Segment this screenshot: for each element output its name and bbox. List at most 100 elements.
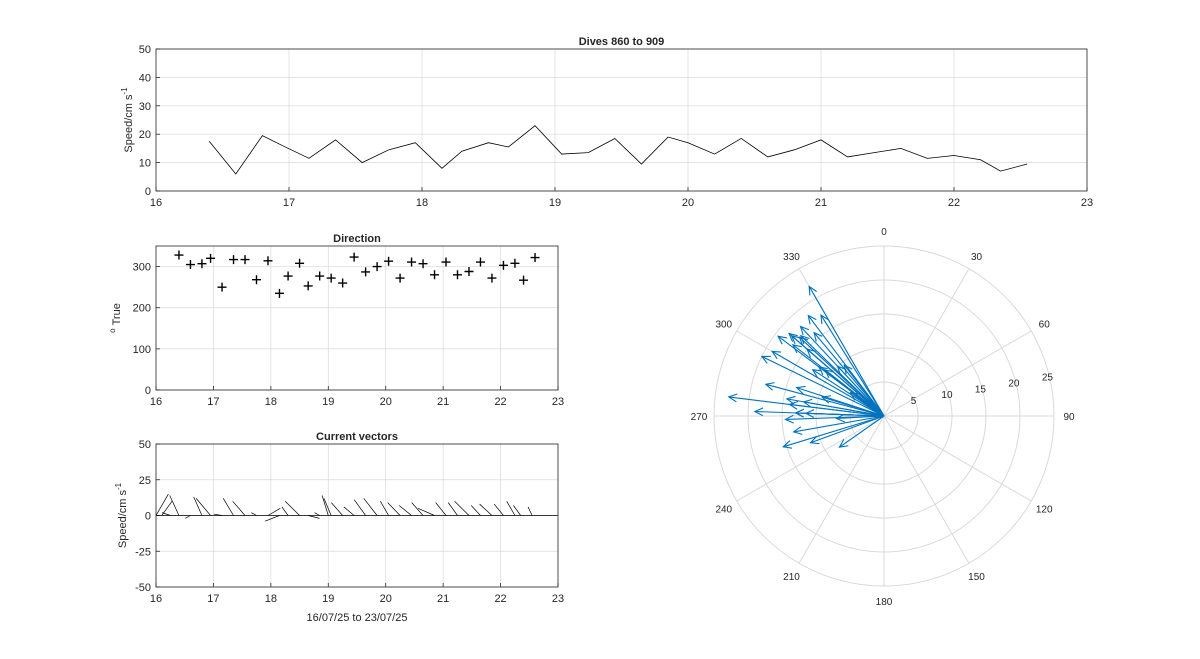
y-tick-label: 50	[139, 439, 151, 451]
polar-spoke	[883, 415, 1032, 502]
vectors-x-axis-label: 16/07/25 to 23/07/25	[307, 612, 408, 624]
polar-tick-labels: 0 30 60 90 120 150 180 210 240 270 300 330 5 10 15 20 25	[691, 227, 1075, 608]
x-tick-label: 17	[207, 593, 219, 605]
y-tick-label: 0	[145, 385, 151, 397]
current-vectors-panel: 16 17 18 19 20 21 22 23 -50 -25 0 25 50 Current vect…	[114, 431, 564, 624]
x-tick-label: 22	[494, 396, 506, 408]
polar-spoke	[736, 415, 885, 502]
vector-stick	[213, 513, 223, 516]
polar-angle-label: 330	[783, 252, 800, 263]
polar-grid	[713, 245, 1055, 587]
polar-angle-label: 30	[971, 252, 983, 263]
direction-markers	[174, 250, 540, 298]
vector-stick	[308, 515, 320, 519]
vector-stick	[447, 502, 458, 516]
y-tick-label: 0	[145, 511, 151, 523]
direction-marker	[361, 267, 371, 277]
direction-marker	[498, 260, 508, 270]
polar-arrow-head	[843, 364, 853, 375]
polar-arrow-head	[753, 407, 764, 417]
speed-axes-frame	[155, 48, 1088, 192]
vector-stick	[264, 515, 280, 522]
x-tick-label: 16	[150, 396, 162, 408]
polar-arrow-shaft	[813, 332, 885, 417]
polar-arrow-shaft	[837, 365, 885, 417]
direction-marker	[453, 270, 462, 280]
polar-angle-label: 0	[881, 227, 887, 238]
vector-stick	[354, 499, 366, 516]
vector-stick	[506, 501, 516, 516]
polar-arrow-head	[799, 325, 810, 336]
speed-series-line	[208, 125, 1028, 175]
polar-arrow-shaft	[754, 410, 885, 417]
polar-arrow-head	[807, 314, 817, 325]
x-tick-label: 20	[682, 197, 694, 209]
vector-stick	[398, 505, 412, 516]
direction-marker	[349, 252, 359, 262]
polar-arrow-shaft	[806, 348, 885, 417]
y-tick-label: 200	[133, 303, 151, 315]
direction-marker	[174, 250, 184, 260]
polar-arrow-shaft	[820, 314, 885, 417]
vector-stick	[331, 502, 343, 516]
polar-angle-label: 210	[783, 572, 800, 583]
x-tick-label: 17	[283, 197, 295, 209]
y-tick-label: 25	[139, 475, 151, 487]
direction-marker	[407, 257, 417, 267]
polar-arrow-head	[820, 314, 829, 325]
polar-angle-label: 180	[876, 597, 893, 608]
polar-arrow-shaft	[765, 383, 885, 417]
vector-stick	[284, 500, 300, 516]
direction-marker	[441, 257, 451, 267]
polar-arrow-head	[798, 336, 809, 346]
direction-axes-frame	[155, 245, 559, 391]
vector-stick	[195, 498, 211, 516]
polar-arrow-head	[792, 426, 803, 435]
vector-stick	[321, 495, 329, 516]
direction-marker	[274, 288, 284, 298]
direction-marker	[384, 256, 394, 266]
direction-grid	[155, 246, 559, 391]
polar-arrow-shaft	[824, 369, 885, 417]
polar-arrow-head	[790, 334, 801, 345]
vector-stick	[185, 515, 191, 519]
polar-spoke	[883, 415, 970, 564]
polar-arrow-head	[817, 366, 828, 376]
vector-stick	[162, 512, 171, 516]
polar-arrow-shaft	[761, 355, 885, 417]
x-tick-label: 18	[416, 197, 428, 209]
direction-y-axis-label-text: True	[111, 303, 123, 325]
polar-arrow-head	[777, 335, 788, 345]
speed-line-marks	[208, 125, 1028, 175]
y-tick-label: 50	[139, 44, 151, 56]
speed-panel-title: Dives 860 to 909	[579, 36, 665, 48]
vector-stick	[343, 506, 355, 516]
x-tick-label: 20	[380, 593, 392, 605]
polar-arrow-head	[806, 348, 816, 358]
polar-angle-label: 270	[691, 412, 708, 423]
polar-arrow-head	[836, 365, 847, 376]
polar-compass-panel: 0 30 60 90 120 150 180 210 240 270 300 330 5 10 15 20 25	[691, 227, 1075, 608]
vector-stick	[513, 505, 521, 516]
polar-arrow-shaft	[812, 369, 885, 417]
polar-arrow-head	[809, 435, 820, 445]
polar-angle-label: 60	[1039, 320, 1051, 331]
y-tick-label: 300	[133, 262, 151, 274]
polar-angle-label: 150	[968, 572, 985, 583]
direction-marker	[206, 253, 216, 263]
direction-marker	[418, 259, 428, 269]
speed-y-axis-label: Speed/cm s-1	[120, 87, 135, 153]
vector-stick	[314, 512, 320, 516]
y-tick-label: 100	[133, 344, 151, 356]
x-tick-label: 21	[437, 593, 449, 605]
direction-marker	[464, 267, 474, 277]
vector-stick	[454, 500, 470, 516]
vectors-feather-marks	[155, 493, 558, 522]
polar-arrow-head	[764, 382, 775, 391]
polar-angle-label: 90	[1063, 412, 1075, 423]
polar-arrow-head	[784, 414, 794, 424]
direction-marker	[372, 262, 382, 272]
y-tick-label: 20	[139, 129, 151, 141]
direction-marker	[315, 271, 325, 281]
